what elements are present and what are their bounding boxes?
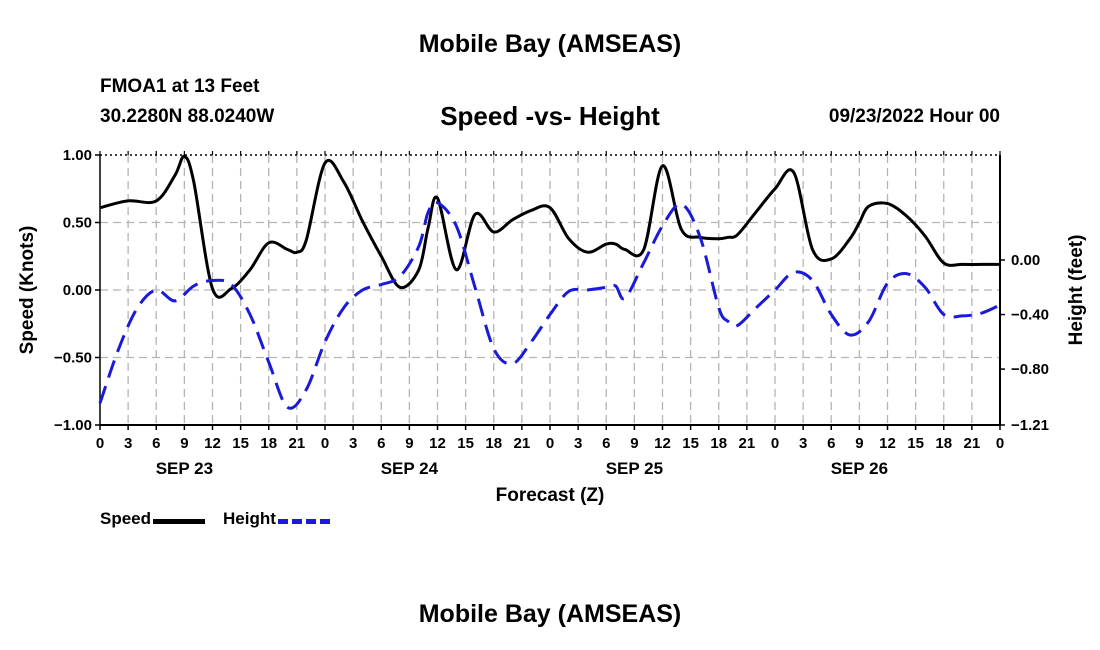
speed-height-chart: 0 3 6 9 12 15 18 21 0 3 6 9 12 15 18 21 0 3 6 9 12 15 18 21 0 3 6 9…: [17, 147, 1087, 506]
x-tick-label: 12: [429, 435, 446, 452]
y-right-tick-label: −1.21: [1011, 417, 1049, 434]
x-tick-label: 12: [654, 435, 671, 452]
chart-title: Mobile Bay (AMSEAS): [418, 30, 682, 58]
x-tick-label: 3: [124, 435, 132, 452]
x-tick-label: 6: [152, 435, 160, 452]
x-tick-label: 21: [964, 435, 981, 452]
y-right-tick-label: −0.40: [1011, 307, 1049, 324]
x-tick-label: 6: [827, 435, 835, 452]
x-tick-label: 15: [682, 435, 699, 452]
day-label: SEP 25: [606, 459, 663, 478]
x-tick-label: 9: [630, 435, 638, 452]
station-coordinates: 30.2280N 88.0240W: [100, 106, 275, 127]
legend-speed-label: Speed: [100, 509, 152, 528]
y-right-tick-label: 0.00: [1011, 252, 1040, 269]
x-tick-label: 15: [907, 435, 924, 452]
x-tick-label: 18: [485, 435, 502, 452]
chart-subtitle: Speed -vs- Height: [440, 101, 660, 131]
y-right-axis-title: Height (feet): [1066, 235, 1087, 346]
x-tick-label: 9: [180, 435, 188, 452]
x-tick-label: 0: [96, 435, 104, 452]
y-left-tick-label: 0.50: [63, 215, 92, 232]
legend-speed-swatch: [153, 518, 206, 524]
x-tick-label: 0: [546, 435, 554, 452]
x-tick-label: 15: [232, 435, 249, 452]
chart-legend: Speed Height: [100, 509, 348, 529]
x-tick-label: 18: [935, 435, 952, 452]
legend-height-swatch: [277, 518, 330, 524]
x-tick-label: 9: [855, 435, 863, 452]
x-tick-label: 12: [204, 435, 221, 452]
legend-height: Height: [223, 509, 330, 529]
x-tick-label: 21: [289, 435, 306, 452]
x-tick-label: 3: [574, 435, 582, 452]
x-tick-label: 21: [739, 435, 756, 452]
x-tick-label: 0: [321, 435, 329, 452]
y-left-tick-label: 0.00: [63, 282, 92, 299]
legend-height-label: Height: [223, 509, 276, 528]
x-tick-label: 0: [771, 435, 779, 452]
speed-series-line: [99, 154, 1000, 299]
x-tick-label: 0: [996, 435, 1004, 452]
x-tick-label: 3: [349, 435, 357, 452]
x-tick-label: 21: [514, 435, 531, 452]
footer-title: Mobile Bay (AMSEAS): [418, 600, 682, 628]
station-label: FMOA1 at 13 Feet: [100, 76, 260, 97]
x-tick-label: 12: [879, 435, 896, 452]
y-left-tick-label: 1.00: [63, 147, 92, 164]
x-tick-label: 6: [602, 435, 610, 452]
day-label: SEP 26: [831, 459, 888, 478]
x-tick-label: 15: [457, 435, 474, 452]
y-right-tick-label: −0.80: [1011, 361, 1049, 378]
x-tick-label: 18: [260, 435, 277, 452]
legend-speed: Speed: [100, 509, 206, 529]
x-tick-label: 3: [799, 435, 807, 452]
height-series-line: [98, 200, 1001, 410]
y-left-tick-label: −1.00: [54, 417, 92, 434]
day-label: SEP 23: [156, 459, 213, 478]
x-tick-label: 6: [377, 435, 385, 452]
x-tick-label: 18: [710, 435, 727, 452]
forecast-datetime: 09/23/2022 Hour 00: [828, 106, 1000, 127]
y-left-tick-label: −0.50: [54, 350, 92, 367]
x-axis-title: Forecast (Z): [496, 485, 605, 506]
x-tick-label: 9: [405, 435, 413, 452]
day-label: SEP 24: [381, 459, 439, 478]
y-left-axis-title: Speed (Knots): [17, 226, 38, 355]
